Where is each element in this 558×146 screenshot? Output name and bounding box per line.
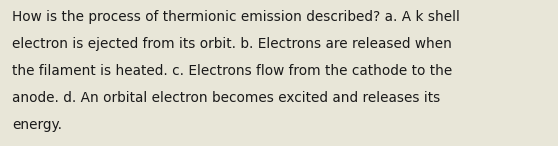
Text: How is the process of thermionic emission described? a. A k shell: How is the process of thermionic emissio…	[12, 10, 460, 24]
Text: the filament is heated. c. Electrons flow from the cathode to the: the filament is heated. c. Electrons flo…	[12, 64, 453, 78]
Text: energy.: energy.	[12, 118, 62, 132]
Text: electron is ejected from its orbit. b. Electrons are released when: electron is ejected from its orbit. b. E…	[12, 37, 452, 51]
Text: anode. d. An orbital electron becomes excited and releases its: anode. d. An orbital electron becomes ex…	[12, 91, 440, 105]
